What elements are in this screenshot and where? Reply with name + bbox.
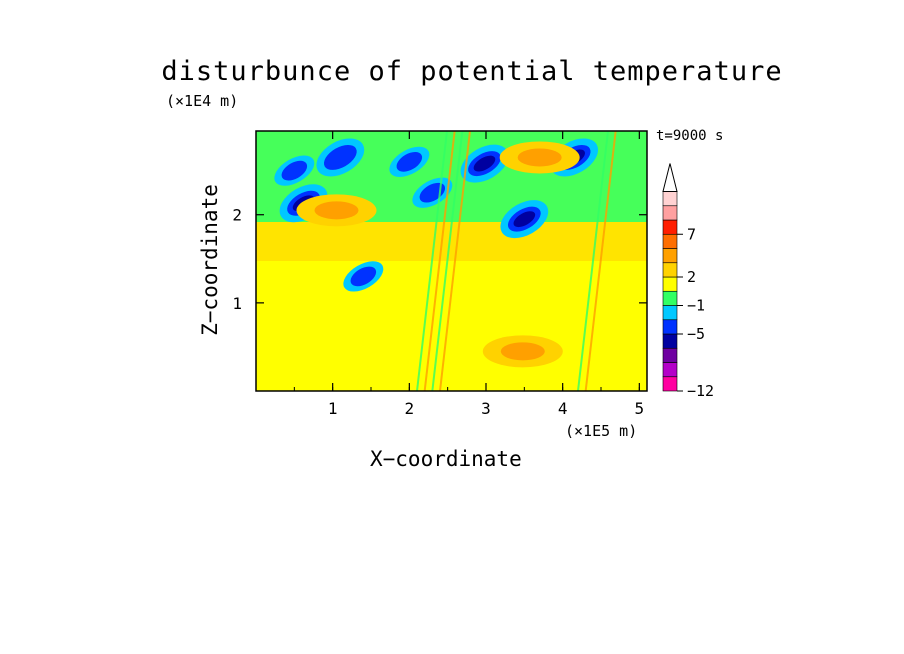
colorbar-swatch [662, 347, 678, 363]
colorbar-label: −5 [687, 325, 705, 343]
contour-blob [314, 201, 359, 220]
x-tick-label: 4 [558, 399, 568, 418]
time-label: t=9000 s [656, 128, 724, 144]
colorbar-swatch [662, 362, 678, 378]
chart-title: disturbunce of potential temperature [161, 56, 783, 87]
colorbar-swatch [662, 248, 678, 264]
x-axis: 1 2 3 4 5 [293, 131, 645, 418]
x-tick-label: 3 [481, 399, 491, 418]
colorbar-swatch [662, 276, 678, 292]
wave-streak [423, 131, 456, 391]
contour-core [513, 211, 536, 228]
x-axis-label: X−coordinate [370, 447, 522, 471]
colorbar-swatch [662, 233, 678, 249]
wave-streak [577, 131, 609, 391]
colorbar-extend-arrow [662, 163, 678, 192]
contour-blob [281, 160, 308, 181]
colorbar-swatch [662, 290, 678, 306]
wave-streak [584, 131, 617, 391]
z-tick-label: 2 [232, 206, 242, 225]
colorbar: −12−5−127 [662, 163, 714, 400]
x-tick-label: 1 [328, 399, 338, 418]
colorbar-label: 7 [687, 225, 696, 243]
colorbar-label: 2 [687, 268, 696, 286]
x-tick-label: 5 [635, 399, 645, 418]
colorbar-swatch [662, 191, 678, 207]
colorbar-label: −12 [687, 382, 714, 400]
colorbar-swatch [662, 333, 678, 349]
contour-blob [500, 342, 545, 361]
colorbar-swatch [662, 205, 678, 221]
contour-blob [517, 148, 562, 167]
contour-core [473, 155, 496, 172]
x-tick-label: 2 [405, 399, 415, 418]
z-tick-label: 1 [232, 294, 242, 313]
wave-streak [416, 131, 448, 391]
plot-frame [255, 130, 648, 392]
colorbar-swatch [662, 305, 678, 321]
contour-field [256, 131, 647, 391]
colorbar-swatch [662, 262, 678, 278]
y-axis-label: Z−coordinate [198, 184, 222, 336]
contour-blob [396, 151, 423, 172]
x-axis-unit: (×1E5 m) [565, 422, 638, 440]
colorbar-swatch [662, 319, 678, 335]
wave-streak [431, 131, 464, 391]
contour-core [329, 149, 352, 166]
colorbar-label: −1 [687, 297, 705, 315]
colorbar-swatch [662, 219, 678, 235]
colorbar-swatch [662, 376, 678, 392]
z-axis: 12 [232, 206, 647, 313]
contour-blob [350, 266, 377, 287]
z-axis-unit: (×1E4 m) [166, 92, 239, 110]
wave-streak [439, 131, 471, 391]
